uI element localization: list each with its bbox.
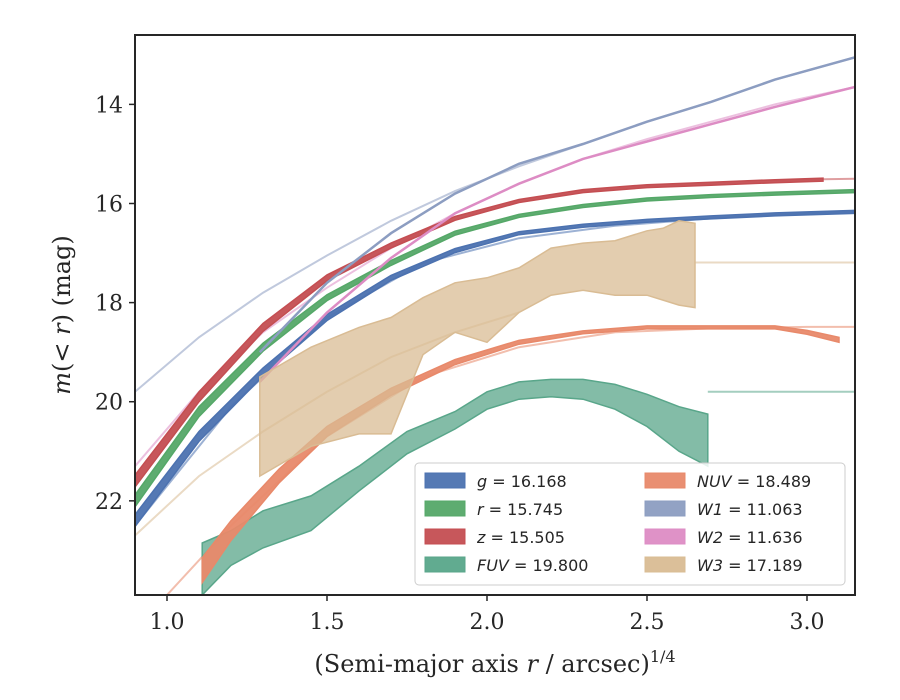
legend-swatch-nuv bbox=[644, 472, 686, 489]
legend-label-nuv: NUV = 18.489 bbox=[697, 472, 811, 491]
x-tick-label: 2.0 bbox=[470, 610, 505, 635]
y-tick-label: 16 bbox=[95, 192, 123, 217]
x-tick-label: 1.5 bbox=[310, 610, 345, 635]
legend-swatch-fuv bbox=[424, 556, 466, 573]
legend-label-w3: W3 = 17.189 bbox=[697, 556, 803, 575]
y-tick-label: 20 bbox=[95, 391, 123, 416]
y-axis-label: m(< r) (mag) bbox=[48, 235, 76, 395]
w1-line bbox=[258, 56, 855, 354]
legend-swatch-w2 bbox=[644, 528, 686, 545]
legend-label-fuv: FUV = 19.800 bbox=[477, 556, 588, 575]
w3-band bbox=[259, 220, 696, 478]
y-tick-label: 22 bbox=[95, 490, 123, 515]
plot-area bbox=[135, 56, 855, 595]
y-axis: 14 16 18 20 22 bbox=[95, 93, 135, 515]
legend-box bbox=[414, 462, 846, 586]
y-tick-label: 14 bbox=[95, 93, 123, 118]
legend-label-z: z = 15.505 bbox=[476, 528, 565, 547]
legend-label-r: r = 15.745 bbox=[477, 500, 563, 519]
y-tick-label: 18 bbox=[95, 292, 123, 317]
legend-swatch-w1 bbox=[644, 500, 686, 517]
x-axis-label: (Semi-major axis r / arcsec)1/4 bbox=[314, 647, 675, 678]
legend: g = 16.168 r = 15.745 z = 15.505 FUV = 19.8… bbox=[414, 462, 846, 586]
w2-line bbox=[258, 85, 855, 383]
legend-label-w1: W1 = 11.063 bbox=[697, 500, 803, 519]
legend-swatch-w3 bbox=[644, 556, 686, 573]
legend-label-w2: W2 = 11.636 bbox=[697, 528, 803, 547]
z-band bbox=[135, 177, 824, 489]
x-tick-label: 2.5 bbox=[630, 610, 665, 635]
x-tick-label: 3.0 bbox=[790, 610, 825, 635]
legend-swatch-z bbox=[424, 528, 466, 545]
z-model-line bbox=[822, 177, 855, 181]
plot-frame bbox=[134, 34, 856, 596]
r-band bbox=[135, 188, 855, 509]
legend-swatch-r bbox=[424, 500, 466, 517]
g-band bbox=[135, 209, 855, 528]
x-axis: 1.0 1.5 2.0 2.5 3.0 bbox=[150, 595, 825, 635]
legend-swatch-g bbox=[424, 472, 466, 489]
x-tick-label: 1.0 bbox=[150, 610, 185, 635]
legend-label-g: g = 16.168 bbox=[477, 472, 567, 491]
